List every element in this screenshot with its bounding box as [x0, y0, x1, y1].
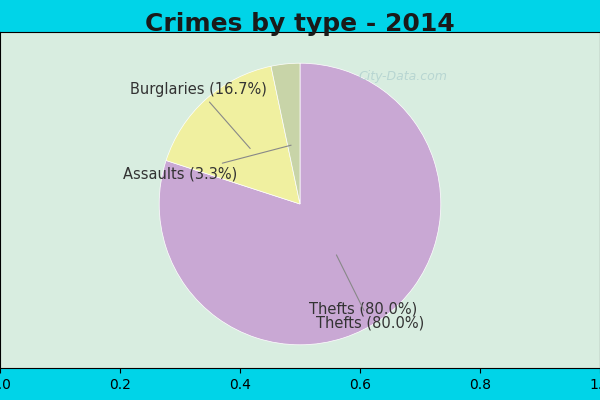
Text: Assaults (3.3%): Assaults (3.3%) — [123, 145, 291, 182]
Text: Crimes by type - 2014: Crimes by type - 2014 — [145, 12, 455, 36]
Wedge shape — [166, 66, 300, 204]
Wedge shape — [159, 63, 441, 345]
Text: Thefts (80.0%): Thefts (80.0%) — [309, 302, 418, 317]
Text: Thefts (80.0%): Thefts (80.0%) — [316, 255, 425, 331]
Text: Burglaries (16.7%): Burglaries (16.7%) — [130, 82, 267, 148]
Wedge shape — [271, 63, 300, 204]
Text: City-Data.com: City-Data.com — [359, 70, 448, 83]
